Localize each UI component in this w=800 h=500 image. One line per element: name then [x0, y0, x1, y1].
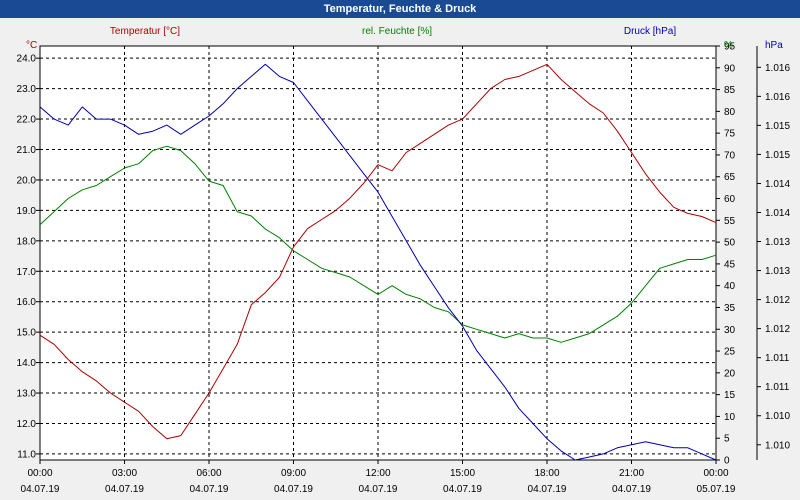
temperature-tick-label: 24.0	[17, 54, 37, 65]
humidity-unit-label: %	[724, 40, 733, 51]
temperature-tick-label: 12.0	[17, 419, 37, 430]
humidity-tick-label: 40	[724, 281, 736, 292]
axes: 00:00 04.07.19 03:00 04.07.19 06:00 04.07.19 0…	[17, 42, 791, 496]
pressure-tick-label: 1.015	[765, 121, 790, 132]
humidity-tick-label: 60	[724, 194, 736, 205]
x-tick-label-time: 12:00	[365, 468, 390, 479]
pressure-axis-title: Druck [hPa]	[624, 26, 676, 37]
humidity-tick-label: 35	[724, 303, 736, 314]
temperature-tick-label: 20.0	[17, 175, 37, 186]
temperature-tick-label: 19.0	[17, 206, 37, 217]
temperature-tick-label: 18.0	[17, 236, 37, 247]
humidity-axis-title: rel. Feuchte [%]	[362, 26, 432, 37]
x-tick-label-date: 04.07.19	[274, 484, 313, 495]
humidity-tick-label: 20	[724, 368, 736, 379]
x-tick-label-time: 09:00	[281, 468, 306, 479]
humidity-line	[39, 145, 717, 343]
pressure-tick-label: 1.014	[765, 179, 790, 190]
pressure-tick-label: 1.015	[765, 150, 790, 161]
series-lines	[39, 63, 717, 461]
x-tick-label-time: 00:00	[27, 468, 52, 479]
x-tick-label-time: 06:00	[196, 468, 221, 479]
pressure-tick-label: 1.014	[765, 208, 790, 219]
humidity-tick-label: 75	[724, 129, 736, 140]
temperature-tick-label: 13.0	[17, 389, 37, 400]
x-tick-label-date: 04.07.19	[528, 484, 567, 495]
pressure-tick-label: 1.013	[765, 237, 790, 248]
chart-title: Temperatur, Feuchte & Druck	[323, 3, 477, 15]
x-tick-label-time: 00:00	[703, 468, 728, 479]
x-tick-label-date: 04.07.19	[105, 484, 144, 495]
temperature-tick-label: 22.0	[17, 115, 37, 126]
humidity-tick-label: 0	[724, 456, 730, 467]
humidity-tick-label: 80	[724, 107, 736, 118]
x-tick-label-date: 04.07.19	[359, 484, 398, 495]
temperature-tick-label: 14.0	[17, 358, 37, 369]
temperature-tick-label: 21.0	[17, 145, 37, 156]
humidity-tick-label: 55	[724, 216, 736, 227]
humidity-tick-label: 95	[724, 42, 736, 53]
pressure-unit-label: hPa	[765, 40, 783, 51]
x-tick-label-date: 04.07.19	[612, 484, 651, 495]
pressure-line	[39, 63, 717, 461]
humidity-tick-label: 15	[724, 390, 736, 401]
humidity-tick-label: 45	[724, 259, 736, 270]
humidity-tick-label: 90	[724, 63, 736, 74]
temperature-unit-label: °C	[26, 40, 37, 51]
humidity-tick-label: 85	[724, 85, 736, 96]
humidity-tick-label: 50	[724, 238, 736, 249]
pressure-tick-label: 1.016	[765, 92, 790, 103]
x-tick-label-date: 04.07.19	[190, 484, 229, 495]
x-tick-label-time: 21:00	[619, 468, 644, 479]
humidity-tick-label: 25	[724, 347, 736, 358]
temperature-tick-label: 11.0	[17, 449, 36, 460]
x-tick-label-date: 04.07.19	[443, 484, 482, 495]
pressure-tick-label: 1.010	[765, 411, 790, 422]
temperature-line	[39, 63, 717, 440]
humidity-tick-label: 30	[724, 325, 736, 336]
temperature-tick-label: 17.0	[17, 267, 37, 278]
x-tick-label-date: 04.07.19	[21, 484, 60, 495]
humidity-tick-label: 5	[724, 434, 730, 445]
pressure-tick-label: 1.010	[765, 440, 790, 451]
temperature-tick-label: 23.0	[17, 84, 37, 95]
humidity-tick-label: 10	[724, 412, 736, 423]
x-tick-label-time: 15:00	[450, 468, 475, 479]
temperature-tick-label: 16.0	[17, 297, 37, 308]
temperature-tick-label: 15.0	[17, 328, 37, 339]
x-tick-label-time: 03:00	[112, 468, 137, 479]
humidity-tick-label: 65	[724, 172, 736, 183]
pressure-tick-label: 1.011	[765, 353, 790, 364]
temperature-axis-title: Temperatur [°C]	[110, 26, 180, 37]
pressure-tick-label: 1.011	[765, 382, 790, 393]
x-tick-label-date: 05.07.19	[697, 484, 736, 495]
pressure-tick-label: 1.012	[765, 324, 790, 335]
pressure-tick-label: 1.012	[765, 295, 790, 306]
chart-title-bar: Temperatur, Feuchte & Druck	[0, 0, 800, 18]
pressure-tick-label: 1.016	[765, 63, 790, 74]
pressure-tick-label: 1.013	[765, 266, 790, 277]
x-tick-label-time: 18:00	[534, 468, 559, 479]
humidity-tick-label: 70	[724, 150, 736, 161]
grid	[40, 46, 716, 460]
